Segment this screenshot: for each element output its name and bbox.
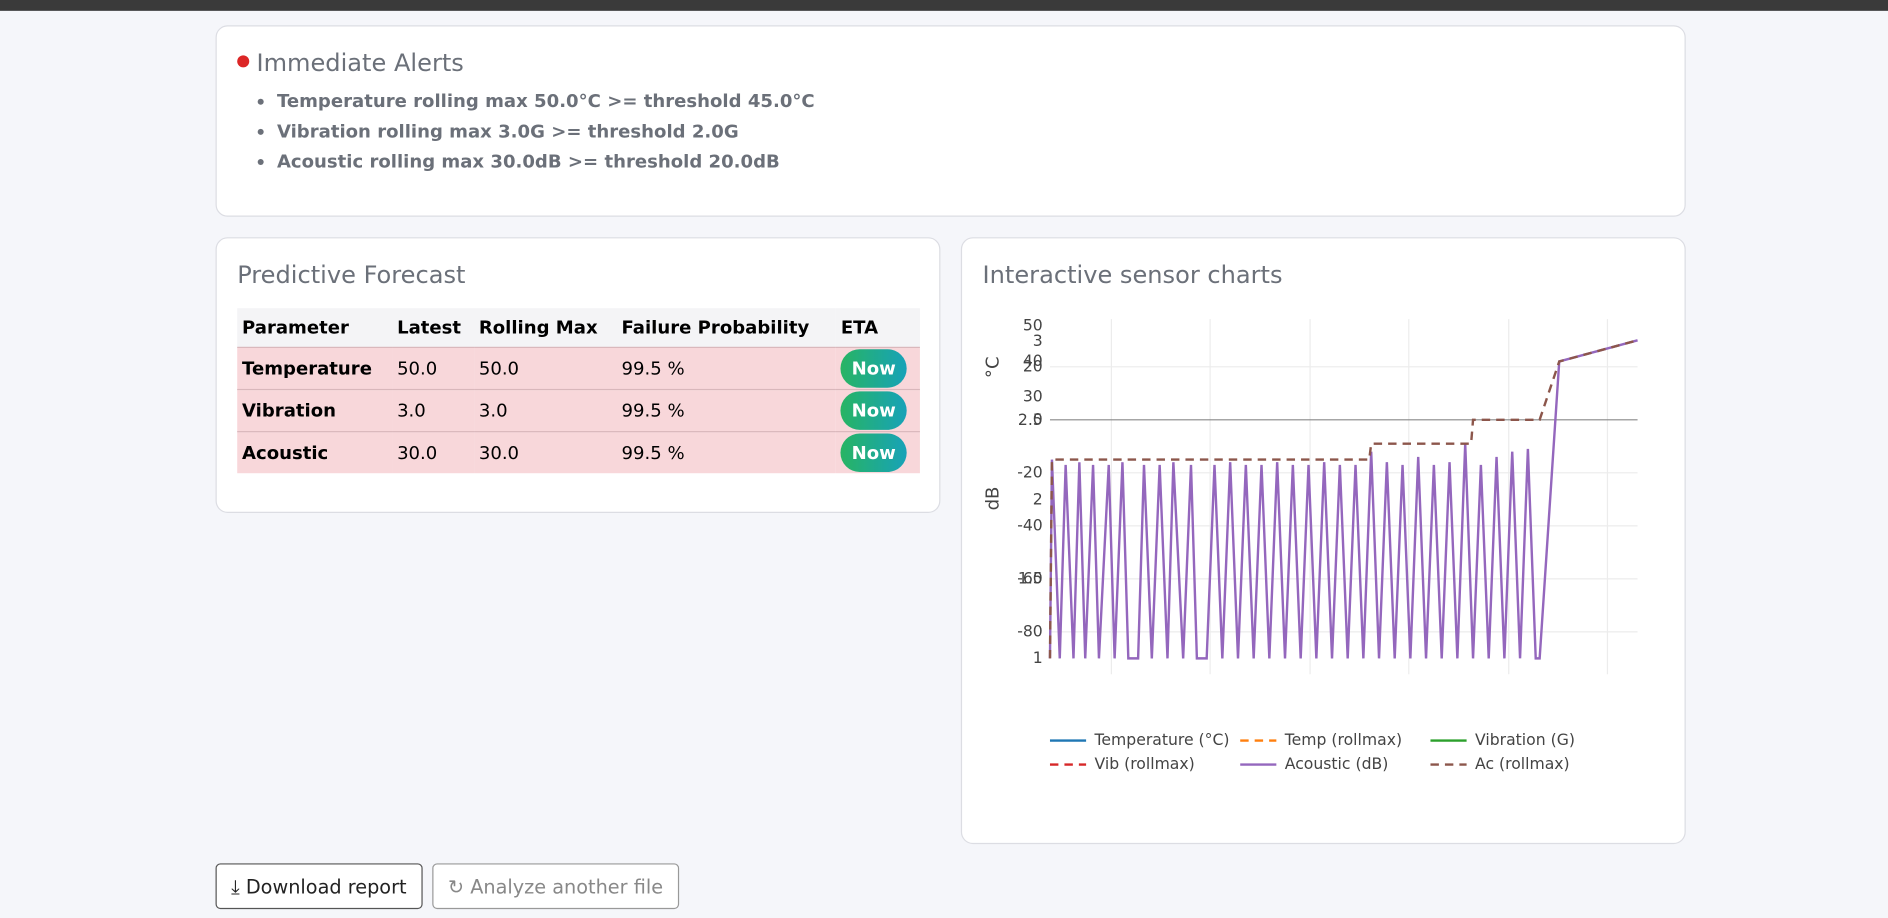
forecast-card: Predictive Forecast Parameter Latest Rolli… bbox=[215, 237, 941, 513]
alert-dot bbox=[237, 55, 250, 68]
alerts-card: Immediate Alerts Temperature rolling max… bbox=[215, 25, 1686, 217]
table-cell: 3.0 bbox=[474, 388, 617, 432]
table-cell: 99.5 % bbox=[616, 346, 837, 390]
table-cell: Now bbox=[836, 431, 920, 474]
eta-badge: Now bbox=[840, 349, 907, 388]
table-cell: 3.0 bbox=[392, 388, 475, 432]
eta-badge: Now bbox=[840, 433, 907, 473]
alert: Vibration rolling max 3.0G >= threshold … bbox=[277, 117, 815, 147]
analyze-button[interactable]: ↻ Analyze another file bbox=[432, 863, 679, 910]
alert: Acoustic rolling max 30.0dB >= threshold… bbox=[277, 147, 815, 177]
forecast-title: Predictive Forecast bbox=[237, 260, 466, 289]
download-button[interactable]: ⤓ Download report bbox=[215, 863, 423, 910]
column-header: Parameter bbox=[237, 308, 393, 348]
table-cell: Now bbox=[836, 388, 920, 432]
table-cell: 99.5 % bbox=[616, 388, 837, 432]
forecast-table: Parameter Latest Rolling Max Failure Probab… bbox=[237, 308, 920, 474]
table-cell: Now bbox=[836, 346, 920, 390]
table-row: Temperature 50.0 50.0 99.5 % Now bbox=[237, 346, 920, 390]
table-cell: Acoustic bbox=[237, 431, 393, 474]
table-cell: Vibration bbox=[237, 388, 393, 432]
alert: Temperature rolling max 50.0°C >= thresh… bbox=[277, 87, 815, 117]
table-row: Acoustic 30.0 30.0 99.5 % Now bbox=[237, 431, 920, 474]
table-cell: Temperature bbox=[237, 346, 393, 390]
alerts-title: Immediate Alerts bbox=[256, 48, 464, 78]
table-row: Vibration 3.0 3.0 99.5 % Now bbox=[237, 388, 920, 432]
column-header: Failure Probability bbox=[616, 308, 837, 348]
alert-list: Temperature rolling max 50.0°C >= thresh… bbox=[253, 87, 815, 177]
button-label: Analyze another file bbox=[470, 875, 664, 899]
column-header: ETA bbox=[836, 308, 920, 348]
table-cell: 50.0 bbox=[392, 346, 475, 390]
chart-title: Interactive sensor charts bbox=[982, 260, 1283, 289]
table-cell: 99.5 % bbox=[616, 431, 837, 474]
table-cell: 30.0 bbox=[474, 431, 617, 474]
button-label: Download report bbox=[245, 875, 407, 899]
header-row: Parameter Latest Rolling Max Failure Probab… bbox=[237, 308, 920, 348]
eta-badge: Now bbox=[840, 391, 907, 430]
table-cell: 30.0 bbox=[392, 431, 475, 474]
chart-card: Interactive sensor charts bbox=[960, 237, 1686, 845]
column-header: Latest bbox=[392, 308, 475, 348]
table-cell: 50.0 bbox=[474, 346, 617, 390]
column-header: Rolling Max bbox=[474, 308, 617, 348]
top-bar bbox=[0, 0, 1888, 11]
